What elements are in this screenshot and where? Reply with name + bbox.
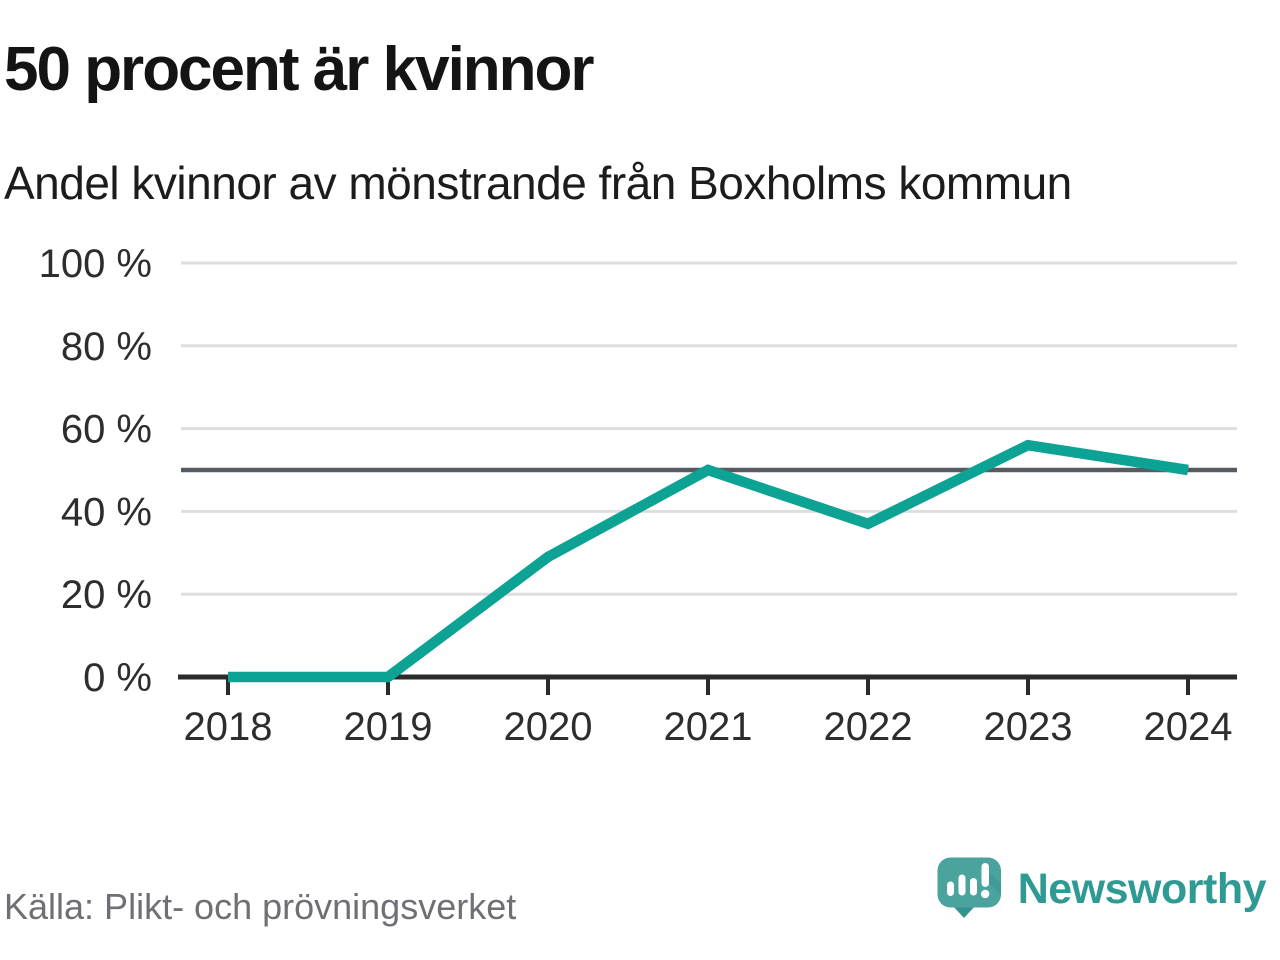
x-axis-label: 2023 <box>984 705 1073 749</box>
y-axis-label: 80 % <box>61 325 152 369</box>
y-axis-label: 100 % <box>39 242 152 286</box>
speech-bubble <box>937 857 1001 918</box>
x-axis-label: 2020 <box>504 705 593 749</box>
x-axis-label: 2019 <box>344 705 433 749</box>
y-axis-label: 0 % <box>83 656 152 700</box>
brand-name: Newsworthy <box>1017 865 1267 913</box>
x-axis-label: 2021 <box>664 705 753 749</box>
newsworthy-logo-icon <box>937 857 1004 932</box>
y-axis-label: 40 % <box>61 490 152 534</box>
source-note: Källa: Plikt- och prövningsverket <box>4 886 517 927</box>
y-axis-label: 60 % <box>61 408 152 452</box>
x-axis-label: 2024 <box>1144 705 1233 749</box>
chart-title: 50 procent är kvinnor <box>4 35 595 104</box>
x-axis-label: 2022 <box>824 705 913 749</box>
x-axis-label: 2018 <box>184 705 273 749</box>
chart-subtitle: Andel kvinnor av mönstrande från Boxholm… <box>4 157 1072 209</box>
brand-footer: Newsworthy <box>937 857 1267 932</box>
data-line-series <box>228 439 1189 683</box>
y-axis-label: 20 % <box>61 573 152 617</box>
